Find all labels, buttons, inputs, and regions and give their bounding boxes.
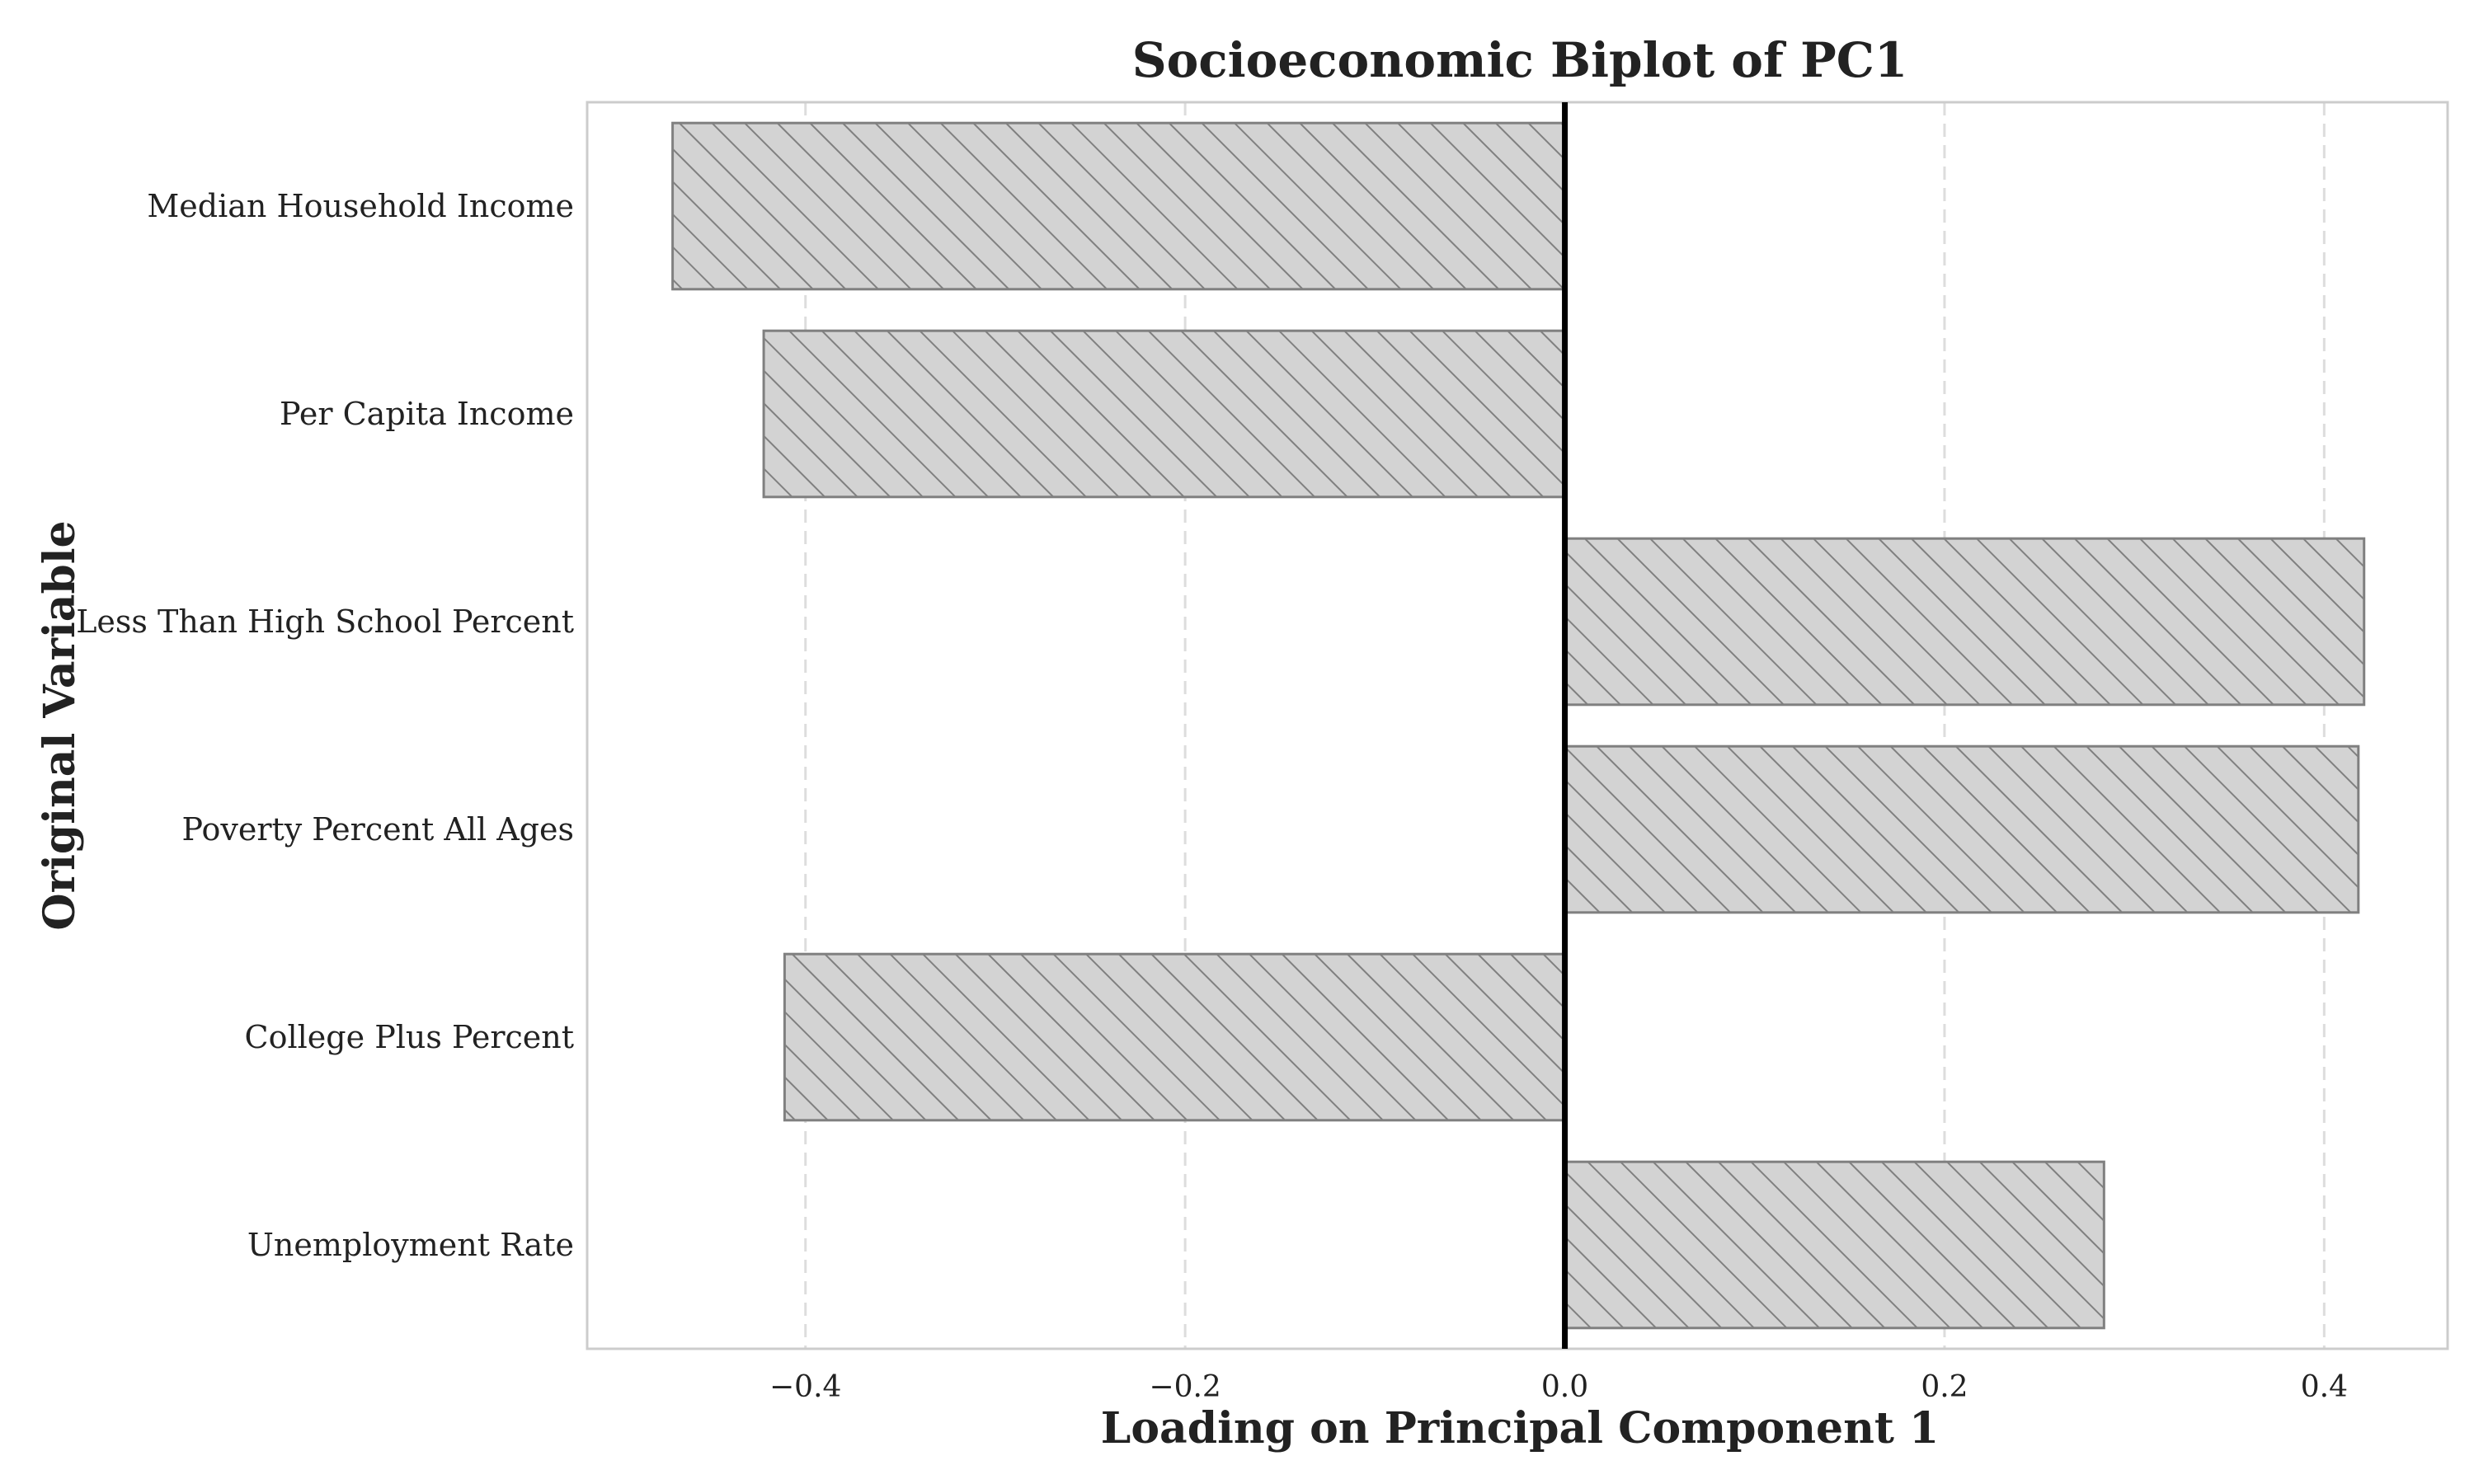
x-tick-label: 0.2	[1921, 1370, 1968, 1404]
bar	[783, 952, 1567, 1122]
bar	[1564, 744, 2360, 914]
y-tick-label: College Plus Percent	[245, 1019, 574, 1055]
plot-frame	[586, 101, 2449, 1350]
x-tick-label: −0.4	[769, 1370, 841, 1404]
x-tick-label: 0.4	[2301, 1370, 2348, 1404]
chart-title: Socioeconomic Biplot of PC1	[1132, 32, 1908, 88]
y-tick-label: Poverty Percent All Ages	[181, 811, 574, 848]
bar	[1564, 537, 2366, 707]
y-axis-label: Original Variable	[35, 520, 85, 930]
y-tick-label: Median Household Income	[147, 188, 574, 224]
bars-group	[671, 121, 2366, 1330]
x-axis-label: Loading on Principal Component 1	[1101, 1403, 1939, 1453]
x-tick-labels: −0.4 −0.2 0.0 0.2 0.4	[769, 1370, 2348, 1404]
y-tick-label: Unemployment Rate	[247, 1227, 574, 1263]
x-tick-label: −0.2	[1149, 1370, 1221, 1404]
bar	[671, 121, 1567, 291]
y-tick-label: Less Than High School Percent	[76, 603, 574, 640]
bar	[762, 329, 1567, 499]
y-tick-labels: Median Household Income Per Capita Income…	[76, 188, 574, 1263]
x-tick-label: 0.0	[1541, 1370, 1588, 1404]
y-tick-label: Per Capita Income	[280, 396, 574, 432]
bar	[1564, 1160, 2105, 1330]
